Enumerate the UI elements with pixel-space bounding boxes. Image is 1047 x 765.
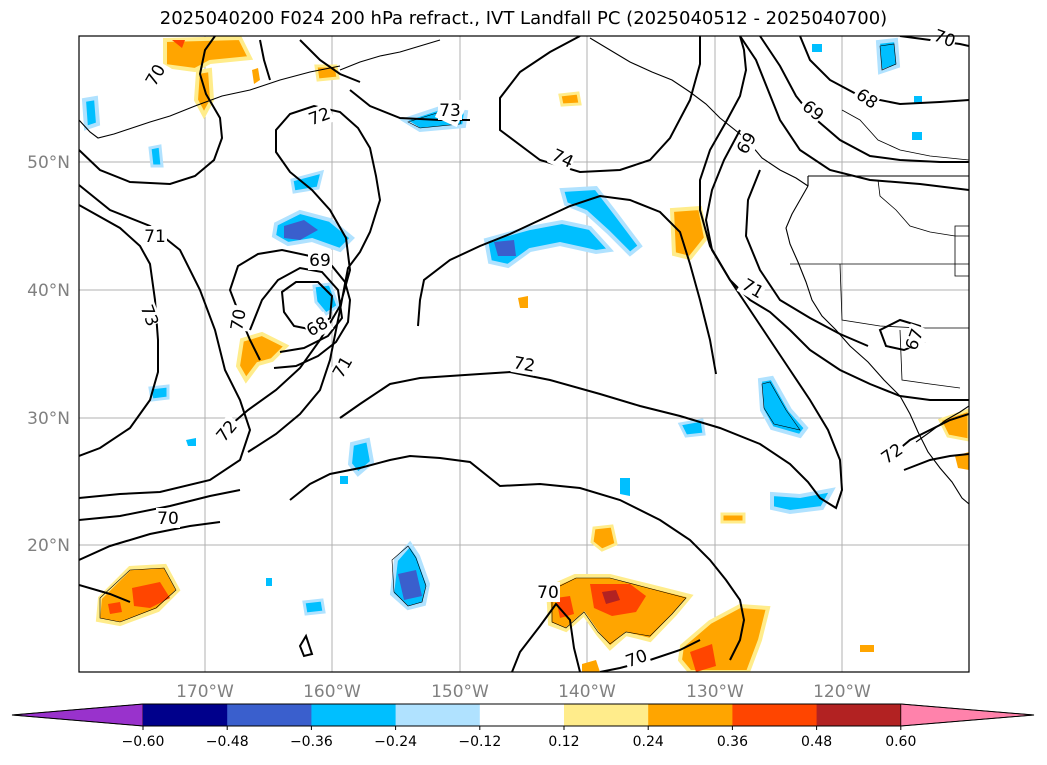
contour-label-bg	[536, 582, 560, 602]
colorbar-segment	[479, 704, 565, 726]
contour-label: 69	[309, 251, 331, 271]
contour-label-bg	[134, 299, 162, 329]
colorbar-tick-label: 0.12	[548, 734, 579, 750]
contour-label: 70	[227, 307, 250, 332]
map-frame	[78, 35, 970, 673]
lon-tick-label: 150°W	[431, 682, 489, 702]
contour-label-bg	[850, 82, 882, 114]
colorbar-tick-label: 0.60	[885, 734, 916, 750]
lat-tick-label: 20°N	[27, 536, 70, 556]
contour-label-bg	[438, 100, 462, 120]
colorbar-segment	[564, 704, 649, 726]
colorbar-segment	[648, 704, 733, 726]
contour-label-bg	[510, 352, 538, 376]
contour-label-bg	[877, 437, 909, 469]
colorbar-tick-label: 0.24	[633, 734, 664, 750]
contour-label-bg	[796, 94, 828, 126]
lon-tick-label: 120°W	[813, 682, 871, 702]
colorbar-segment	[816, 704, 902, 726]
lon-tick-label: 160°W	[303, 682, 361, 702]
coastlines	[79, 37, 969, 505]
contour-label: 71	[144, 227, 166, 247]
colorbar-tick-label: 0.36	[717, 734, 748, 750]
contour-label-bg	[733, 126, 763, 158]
lon-tick-label: 130°W	[686, 682, 744, 702]
colorbar-tick-label: −0.12	[458, 734, 501, 750]
colorbar-extend-low	[11, 703, 144, 727]
contour-label-bg	[302, 311, 334, 341]
lat-tick-label: 30°N	[27, 409, 70, 429]
contour-label: 70	[537, 583, 559, 603]
colorbar-segment	[143, 704, 228, 726]
latitude-labels: 50°N 40°N 30°N 20°N	[27, 153, 70, 556]
colorbar-tick-label: −0.48	[206, 734, 249, 750]
contour-label-bg	[142, 58, 172, 90]
colorbar-segment	[311, 704, 397, 726]
colorbar-extend-high	[900, 703, 1035, 727]
contour-lines	[79, 36, 969, 672]
colorbar-segment	[227, 704, 312, 726]
contour-label-bg	[305, 102, 335, 130]
contour-label-bg	[546, 143, 578, 173]
positive-shading	[95, 36, 969, 672]
colorbar-tick-label: −0.36	[290, 734, 333, 750]
colorbar-segment	[395, 704, 481, 726]
contour-label: 70	[157, 509, 179, 529]
lon-tick-label: 140°W	[558, 682, 616, 702]
lat-tick-label: 40°N	[27, 281, 70, 301]
lon-tick-label: 170°W	[176, 682, 234, 702]
colorbar-tick-label: −0.24	[374, 734, 417, 750]
contour-label-bg	[228, 304, 252, 332]
contour-label: 73	[439, 101, 461, 121]
colorbar-tick-label: 0.48	[801, 734, 832, 750]
longitude-labels: 170°W 160°W 150°W 140°W 130°W 120°W	[176, 682, 871, 702]
contour-label-bg	[143, 226, 167, 246]
contour-label-bg	[929, 24, 959, 52]
contour-label-bg	[622, 644, 652, 672]
contour-label-bg	[736, 273, 768, 303]
map-title: 2025040200 F024 200 hPa refract., IVT La…	[159, 8, 888, 29]
contour-label: 72	[512, 353, 537, 376]
contour-label-bg	[902, 323, 930, 353]
contour-label-bg	[329, 350, 359, 382]
contour-label-bg	[212, 414, 244, 446]
contour-label-bg	[308, 250, 332, 270]
lat-tick-label: 50°N	[27, 153, 70, 173]
shading-outlines	[99, 43, 897, 645]
colorbar-segment	[732, 704, 818, 726]
colorbar-tick-label: −0.60	[122, 734, 165, 750]
colorbar: −0.60 −0.48 −0.36 −0.24 −0.12 0.12 0.24 0.36 0.4…	[11, 703, 1035, 750]
contour-label-bg	[156, 508, 180, 528]
